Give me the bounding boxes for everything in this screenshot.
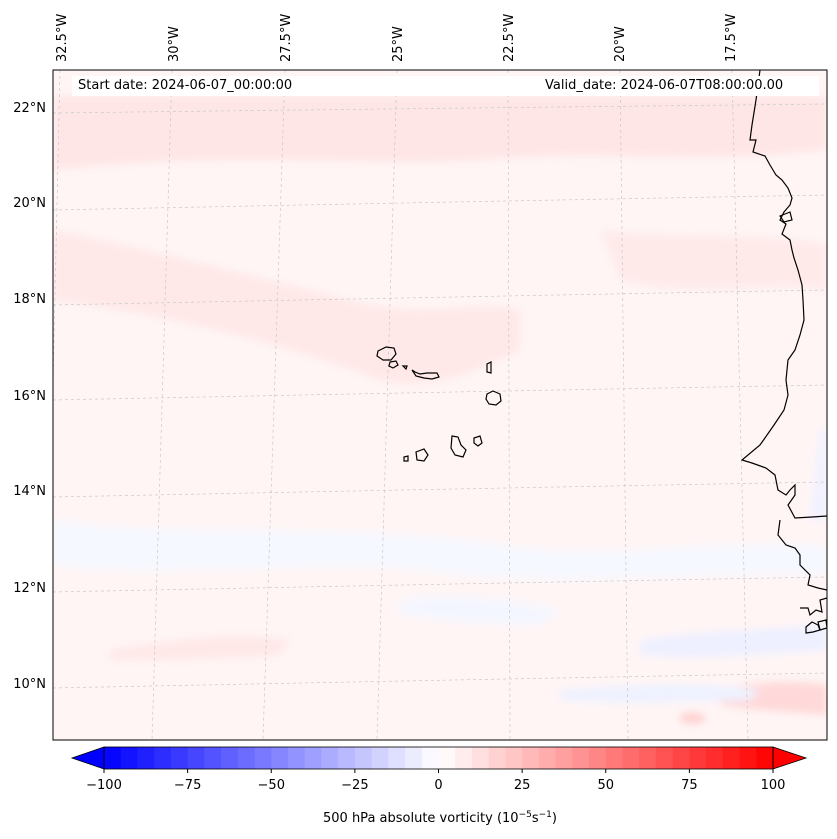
colorbar-extend-max: [772, 746, 808, 770]
colorbar-label-end: ): [552, 811, 557, 826]
latitude-labels: 22°N 20°N 18°N 16°N 14°N 12°N 10°N: [13, 101, 46, 692]
colorbar-bin: [505, 747, 523, 769]
colorbar-bin: [254, 747, 272, 769]
lat-label-10n: 10°N: [13, 677, 46, 692]
gridlines: [53, 70, 827, 740]
brava-island: [403, 455, 409, 462]
colorbar-bin: [655, 747, 674, 769]
colorbar-bin: [388, 747, 406, 769]
colorbar-bin: [221, 747, 239, 769]
colorbar-bin: [321, 747, 339, 769]
lat-label-22n: 22°N: [13, 101, 46, 116]
colorbar-bin: [271, 747, 289, 769]
cape-verde-islands: [376, 346, 502, 462]
colorbar-bin: [639, 747, 657, 769]
boa-vista-island: [485, 390, 502, 406]
colorbar-bin: [672, 747, 690, 769]
colorbar-tick-label: 75: [681, 778, 698, 793]
colorbar-extend-min: [70, 746, 105, 770]
colorbar-label-exp1: −5: [519, 810, 532, 820]
lon-label-17-5w: 17.5°W: [724, 14, 739, 62]
colorbar-bin: [622, 747, 640, 769]
colorbar-segments: [104, 747, 774, 769]
colorbar-bin: [354, 747, 372, 769]
fogo-island: [415, 448, 429, 462]
colorbar-bin: [154, 747, 172, 769]
lon-label-22-5w: 22.5°W: [502, 14, 517, 62]
colorbar-bin: [722, 747, 740, 769]
colorbar-bin: [237, 747, 255, 769]
lon-label-25w: 25°W: [391, 26, 406, 62]
colorbar-label-main: 500 hPa absolute vorticity (10: [323, 811, 519, 826]
santa-luzia-island: [401, 365, 408, 371]
santiago-island: [450, 435, 467, 458]
colorbar-bin: [471, 747, 490, 769]
colorbar-bin: [421, 747, 439, 769]
colorbar-bin: [572, 747, 590, 769]
west-africa-coastline: [740, 70, 827, 634]
colorbar-tick-label: −25: [341, 778, 368, 793]
colorbar-tick-label: 100: [761, 778, 786, 793]
colorbar-bin: [689, 747, 707, 769]
colorbar-bin: [405, 747, 423, 769]
lon-label-32-5w: 32.5°W: [55, 14, 70, 62]
maio-island: [473, 435, 483, 447]
colorbar-bin: [104, 747, 122, 769]
colorbar-tick-label: −50: [258, 778, 285, 793]
lat-label-20n: 20°N: [13, 196, 46, 211]
colorbar-bin: [589, 747, 607, 769]
lat-label-18n: 18°N: [13, 292, 46, 307]
colorbar-bin: [137, 747, 155, 769]
colorbar-bin: [170, 747, 189, 769]
colorbar: −100 −75 −50 −25 0 25 50 75 100 500 hPa absolute…: [70, 746, 808, 826]
colorbar-bin: [304, 747, 322, 769]
colorbar-label-mid: s: [532, 811, 539, 826]
colorbar-label: 500 hPa absolute vorticity (10−5s−1): [323, 810, 557, 826]
colorbar-tick-label: −100: [86, 778, 122, 793]
start-date-label: Start date: 2024-06-07_00:00:00: [72, 76, 546, 96]
longitude-labels: 32.5°W 30°W 27.5°W 25°W 22.5°W 20°W 17.5…: [55, 14, 739, 62]
colorbar-bin: [438, 747, 456, 769]
sao-vicente-island: [388, 360, 399, 369]
colorbar-bin: [204, 747, 222, 769]
lon-label-30w: 30°W: [167, 26, 182, 62]
colorbar-bin: [338, 747, 356, 769]
colorbar-tick-label: 25: [514, 778, 531, 793]
colorbar-bin: [538, 747, 556, 769]
colorbar-tick-label: 50: [597, 778, 614, 793]
lon-label-27-5w: 27.5°W: [279, 14, 294, 62]
colorbar-bin: [605, 747, 623, 769]
colorbar-ticks: −100 −75 −50 −25 0 25 50 75 100: [86, 769, 785, 793]
valid-date-label: Valid_date: 2024-06-07T08:00:00.00: [539, 76, 819, 96]
colorbar-tick-label: −75: [174, 778, 201, 793]
sao-nicolau-island: [411, 369, 440, 380]
colorbar-bin: [287, 747, 306, 769]
colorbar-tick-label: 0: [434, 778, 442, 793]
sal-island: [486, 361, 492, 374]
colorbar-bin: [706, 747, 724, 769]
lat-label-16n: 16°N: [13, 389, 46, 404]
colorbar-bin: [555, 747, 573, 769]
colorbar-bin: [187, 747, 205, 769]
lat-label-12n: 12°N: [13, 581, 46, 596]
colorbar-bin: [120, 747, 138, 769]
colorbar-bin: [455, 747, 473, 769]
colorbar-bin: [488, 747, 506, 769]
colorbar-bin: [739, 747, 757, 769]
lon-label-20w: 20°W: [613, 26, 628, 62]
vorticity-field: [53, 70, 827, 740]
colorbar-bin: [371, 747, 389, 769]
map-frame: [52, 69, 828, 741]
santo-antao-island: [376, 346, 397, 361]
colorbar-bin: [756, 747, 774, 769]
lat-label-14n: 14°N: [13, 484, 46, 499]
colorbar-label-exp2: −1: [539, 810, 552, 820]
colorbar-bin: [522, 747, 540, 769]
